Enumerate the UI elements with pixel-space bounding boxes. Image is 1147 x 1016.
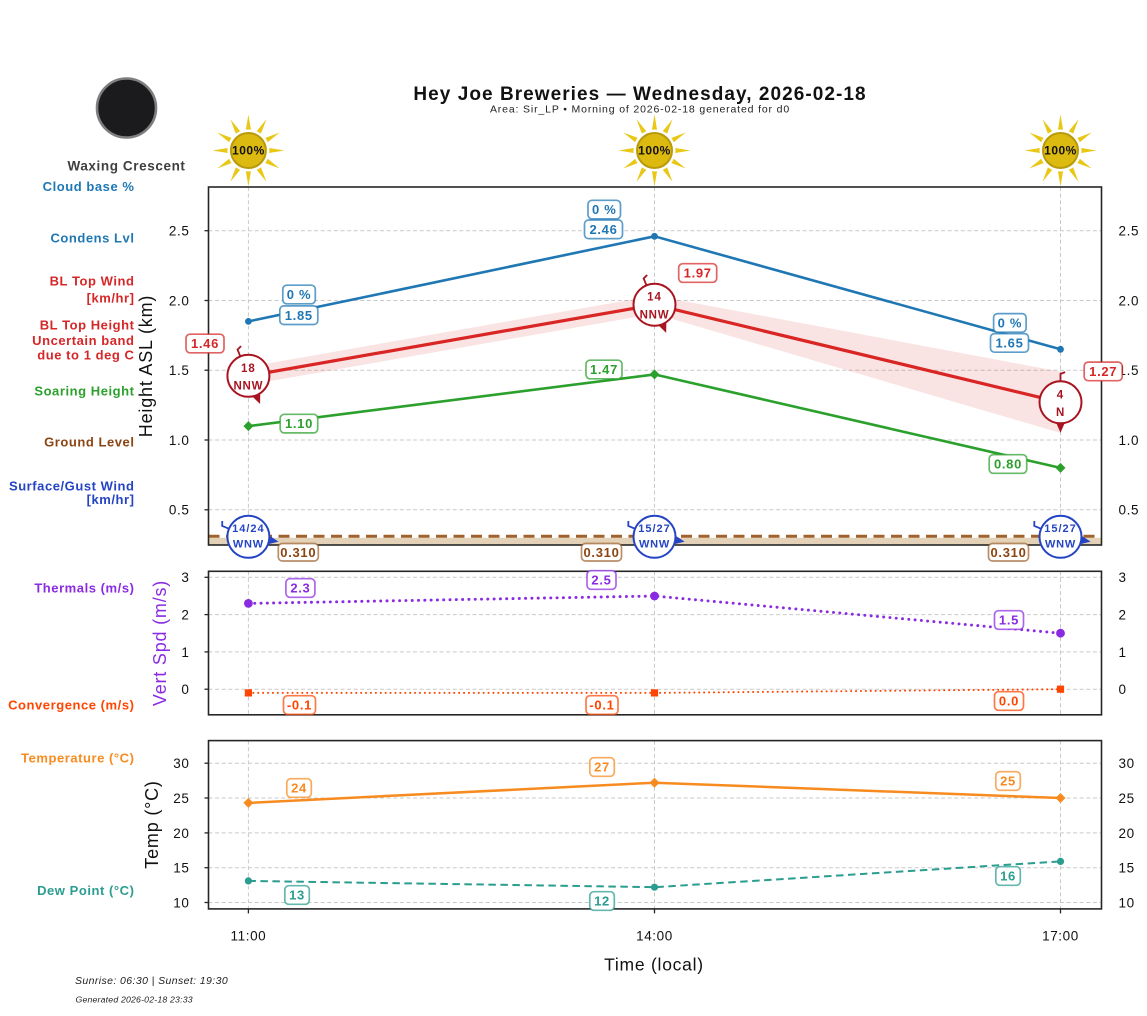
svg-text:30: 30: [1119, 756, 1135, 771]
svg-text:Waxing Crescent: Waxing Crescent: [67, 159, 185, 174]
svg-text:11:00: 11:00: [231, 928, 267, 943]
svg-text:2: 2: [181, 608, 189, 623]
svg-text:25: 25: [173, 791, 189, 806]
svg-text:2.0: 2.0: [1119, 293, 1140, 308]
svg-text:Time (local): Time (local): [604, 954, 704, 974]
svg-text:100%: 100%: [232, 144, 265, 158]
svg-text:3: 3: [1119, 570, 1127, 585]
svg-text:Convergence (m/s): Convergence (m/s): [8, 698, 134, 713]
svg-text:NNW: NNW: [640, 309, 670, 321]
svg-text:1.65: 1.65: [995, 336, 1023, 351]
svg-text:1.85: 1.85: [285, 308, 313, 323]
svg-text:NNW: NNW: [233, 380, 263, 392]
svg-text:14:00: 14:00: [636, 928, 673, 943]
svg-text:BL Top Wind: BL Top Wind: [50, 274, 135, 289]
svg-text:25: 25: [1000, 774, 1016, 789]
svg-text:BL Top Height: BL Top Height: [40, 318, 135, 333]
svg-text:1.10: 1.10: [285, 416, 313, 431]
svg-text:0 %: 0 %: [592, 202, 617, 217]
svg-text:[km/hr]: [km/hr]: [87, 290, 135, 305]
svg-text:14: 14: [647, 292, 662, 304]
svg-text:0: 0: [1119, 682, 1127, 697]
svg-text:12: 12: [594, 894, 610, 909]
svg-text:Dew Point (°C): Dew Point (°C): [37, 883, 134, 898]
svg-text:N: N: [1056, 407, 1065, 419]
svg-text:0.5: 0.5: [169, 503, 190, 518]
svg-text:0 %: 0 %: [998, 316, 1023, 331]
svg-text:25: 25: [1119, 791, 1135, 806]
svg-text:WNW: WNW: [639, 539, 670, 551]
svg-text:3: 3: [181, 570, 189, 585]
svg-text:Temp (°C): Temp (°C): [142, 780, 162, 868]
svg-text:WNW: WNW: [233, 539, 264, 551]
svg-text:2.5: 2.5: [591, 573, 611, 588]
svg-text:10: 10: [173, 895, 189, 910]
svg-text:0.5: 0.5: [1119, 503, 1140, 518]
svg-text:20: 20: [173, 826, 189, 841]
svg-text:18: 18: [241, 363, 256, 375]
svg-text:10: 10: [1119, 895, 1135, 910]
svg-text:Area: Sir_LP • Morning of 2026: Area: Sir_LP • Morning of 2026-02-18 gen…: [490, 104, 790, 116]
svg-text:15: 15: [173, 861, 189, 876]
svg-text:Soaring Height: Soaring Height: [34, 384, 134, 399]
svg-text:0: 0: [181, 682, 189, 697]
svg-text:1.5: 1.5: [999, 613, 1019, 628]
svg-text:100%: 100%: [1044, 144, 1077, 158]
svg-text:Hey Joe Breweries — Wednesday,: Hey Joe Breweries — Wednesday, 2026-02-1…: [413, 84, 866, 105]
svg-text:0 %: 0 %: [287, 287, 312, 302]
svg-text:2.0: 2.0: [169, 293, 190, 308]
svg-text:0.0: 0.0: [999, 694, 1019, 709]
svg-text:-0.1: -0.1: [589, 698, 614, 713]
svg-text:0.310: 0.310: [583, 545, 619, 560]
svg-text:Condens Lvl: Condens Lvl: [50, 231, 134, 246]
svg-text:1: 1: [1119, 645, 1127, 660]
svg-text:1.0: 1.0: [1119, 433, 1140, 448]
svg-text:2: 2: [1119, 608, 1127, 623]
svg-text:Thermals (m/s): Thermals (m/s): [34, 581, 134, 596]
svg-text:17:00: 17:00: [1042, 928, 1079, 943]
svg-text:1.46: 1.46: [191, 336, 219, 351]
svg-text:15/27: 15/27: [638, 523, 671, 535]
svg-text:2.5: 2.5: [1119, 224, 1140, 239]
svg-text:-0.1: -0.1: [287, 698, 312, 713]
svg-text:Temperature (°C): Temperature (°C): [21, 751, 134, 766]
svg-text:Uncertain band: Uncertain band: [32, 333, 134, 348]
svg-text:1.27: 1.27: [1089, 364, 1117, 379]
svg-text:Sunrise: 06:30 | Sunset: 19:30: Sunrise: 06:30 | Sunset: 19:30: [75, 975, 228, 987]
svg-text:Vert Spd (m/s): Vert Spd (m/s): [150, 580, 170, 706]
svg-text:1.47: 1.47: [590, 362, 618, 377]
svg-text:2.3: 2.3: [290, 581, 310, 596]
svg-text:Generated 2026-02-18 23:33: Generated 2026-02-18 23:33: [76, 995, 193, 1005]
svg-text:15: 15: [1119, 861, 1135, 876]
svg-text:24: 24: [291, 781, 307, 796]
svg-text:0.80: 0.80: [994, 457, 1022, 472]
svg-text:[km/hr]: [km/hr]: [87, 492, 135, 507]
svg-text:0.310: 0.310: [280, 545, 316, 560]
svg-text:14/24: 14/24: [232, 523, 265, 535]
svg-text:0.310: 0.310: [990, 545, 1026, 560]
svg-text:2.46: 2.46: [589, 222, 617, 237]
svg-text:20: 20: [1119, 826, 1135, 841]
svg-text:1.5: 1.5: [169, 363, 190, 378]
svg-text:1.0: 1.0: [169, 433, 190, 448]
svg-text:WNW: WNW: [1045, 539, 1076, 551]
svg-text:13: 13: [289, 888, 305, 903]
svg-text:30: 30: [173, 756, 189, 771]
svg-text:Ground Level: Ground Level: [44, 435, 134, 450]
svg-text:15/27: 15/27: [1044, 523, 1077, 535]
svg-text:1.97: 1.97: [684, 266, 712, 281]
svg-text:16: 16: [1000, 869, 1016, 884]
svg-text:4: 4: [1057, 389, 1064, 401]
svg-text:1: 1: [181, 645, 189, 660]
svg-text:100%: 100%: [638, 144, 671, 158]
svg-text:27: 27: [594, 760, 610, 775]
svg-text:Cloud base %: Cloud base %: [43, 179, 135, 194]
svg-text:Height ASL (km): Height ASL (km): [136, 295, 156, 437]
svg-text:2.5: 2.5: [169, 224, 190, 239]
svg-text:due to 1 deg C: due to 1 deg C: [37, 348, 134, 363]
